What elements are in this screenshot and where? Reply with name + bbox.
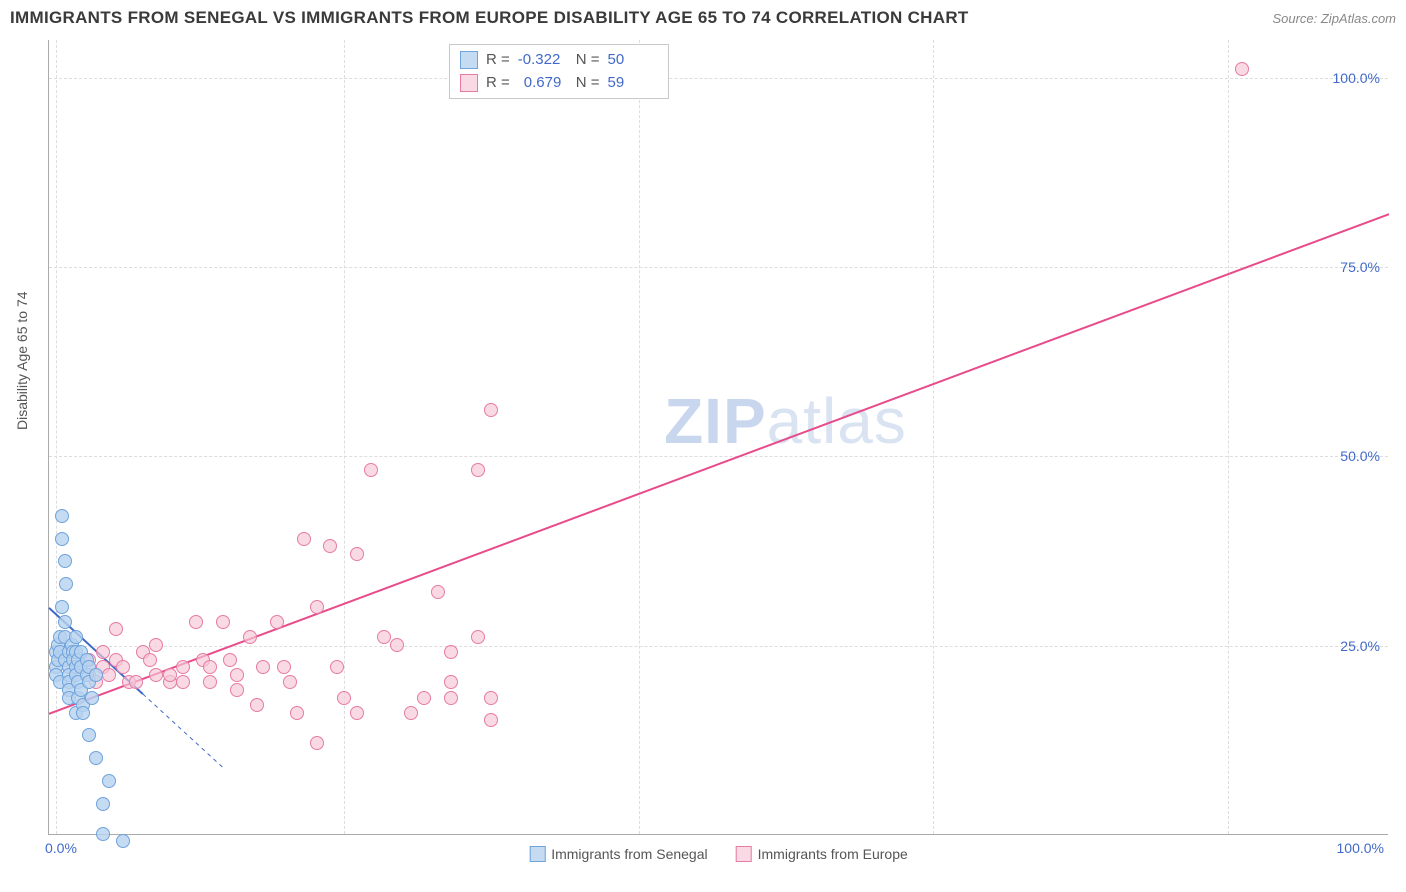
point-europe xyxy=(484,713,498,727)
point-europe xyxy=(189,615,203,629)
point-senegal xyxy=(89,751,103,765)
point-europe xyxy=(102,668,116,682)
point-senegal xyxy=(102,774,116,788)
point-europe xyxy=(323,539,337,553)
point-europe xyxy=(283,675,297,689)
point-europe xyxy=(203,675,217,689)
point-europe xyxy=(1235,62,1249,76)
point-europe xyxy=(364,463,378,477)
source-attribution: Source: ZipAtlas.com xyxy=(1272,11,1396,26)
y-tick-label: 75.0% xyxy=(1340,259,1380,275)
point-europe xyxy=(149,668,163,682)
trend-lines xyxy=(49,40,1388,834)
stats-row-europe: R = 0.679 N = 59 xyxy=(460,72,658,95)
point-europe xyxy=(310,736,324,750)
point-europe xyxy=(417,691,431,705)
x-tick-0: 0.0% xyxy=(45,840,77,856)
point-europe xyxy=(230,683,244,697)
point-europe xyxy=(143,653,157,667)
y-tick-label: 100.0% xyxy=(1333,70,1380,86)
legend-bottom: Immigrants from Senegal Immigrants from … xyxy=(529,846,908,862)
legend-item-senegal: Immigrants from Senegal xyxy=(529,846,707,862)
point-europe xyxy=(297,532,311,546)
point-europe xyxy=(256,660,270,674)
swatch-europe xyxy=(736,846,752,862)
swatch-senegal xyxy=(529,846,545,862)
point-europe xyxy=(404,706,418,720)
point-senegal xyxy=(82,728,96,742)
point-europe xyxy=(243,630,257,644)
point-europe xyxy=(116,660,130,674)
point-senegal xyxy=(55,600,69,614)
x-tick-100: 100.0% xyxy=(1337,840,1384,856)
point-europe xyxy=(250,698,264,712)
point-europe xyxy=(203,660,217,674)
point-europe xyxy=(377,630,391,644)
legend-item-europe: Immigrants from Europe xyxy=(736,846,908,862)
title-bar: IMMIGRANTS FROM SENEGAL VS IMMIGRANTS FR… xyxy=(0,0,1406,32)
point-senegal xyxy=(59,577,73,591)
swatch-senegal xyxy=(460,51,478,69)
point-europe xyxy=(471,463,485,477)
point-senegal xyxy=(96,797,110,811)
point-europe xyxy=(96,645,110,659)
point-europe xyxy=(484,691,498,705)
swatch-europe xyxy=(460,74,478,92)
point-europe xyxy=(176,675,190,689)
stats-legend-box: R = -0.322 N = 50 R = 0.679 N = 59 xyxy=(449,44,669,99)
point-senegal xyxy=(116,834,130,848)
point-europe xyxy=(431,585,445,599)
y-tick-label: 50.0% xyxy=(1340,448,1380,464)
point-senegal xyxy=(55,532,69,546)
point-europe xyxy=(337,691,351,705)
point-europe xyxy=(310,600,324,614)
point-europe xyxy=(330,660,344,674)
watermark: ZIPatlas xyxy=(664,384,907,458)
point-europe xyxy=(163,668,177,682)
point-europe xyxy=(390,638,404,652)
point-senegal xyxy=(76,706,90,720)
point-europe xyxy=(176,660,190,674)
point-senegal xyxy=(96,827,110,841)
point-europe xyxy=(270,615,284,629)
point-senegal xyxy=(58,615,72,629)
point-europe xyxy=(149,638,163,652)
point-europe xyxy=(444,645,458,659)
point-senegal xyxy=(69,630,83,644)
point-europe xyxy=(230,668,244,682)
point-senegal xyxy=(89,668,103,682)
point-europe xyxy=(484,403,498,417)
point-europe xyxy=(109,622,123,636)
y-axis-title: Disability Age 65 to 74 xyxy=(14,291,30,430)
point-senegal xyxy=(55,509,69,523)
plot-area: ZIPatlas R = -0.322 N = 50 R = 0.679 N =… xyxy=(48,40,1388,835)
point-europe xyxy=(444,691,458,705)
point-europe xyxy=(290,706,304,720)
point-europe xyxy=(471,630,485,644)
point-europe xyxy=(223,653,237,667)
point-senegal xyxy=(85,691,99,705)
point-senegal xyxy=(58,554,72,568)
point-europe xyxy=(350,547,364,561)
stats-row-senegal: R = -0.322 N = 50 xyxy=(460,49,658,72)
point-europe xyxy=(444,675,458,689)
point-europe xyxy=(216,615,230,629)
chart-title: IMMIGRANTS FROM SENEGAL VS IMMIGRANTS FR… xyxy=(10,8,969,28)
point-europe xyxy=(277,660,291,674)
point-europe xyxy=(129,675,143,689)
y-tick-label: 25.0% xyxy=(1340,638,1380,654)
point-europe xyxy=(350,706,364,720)
